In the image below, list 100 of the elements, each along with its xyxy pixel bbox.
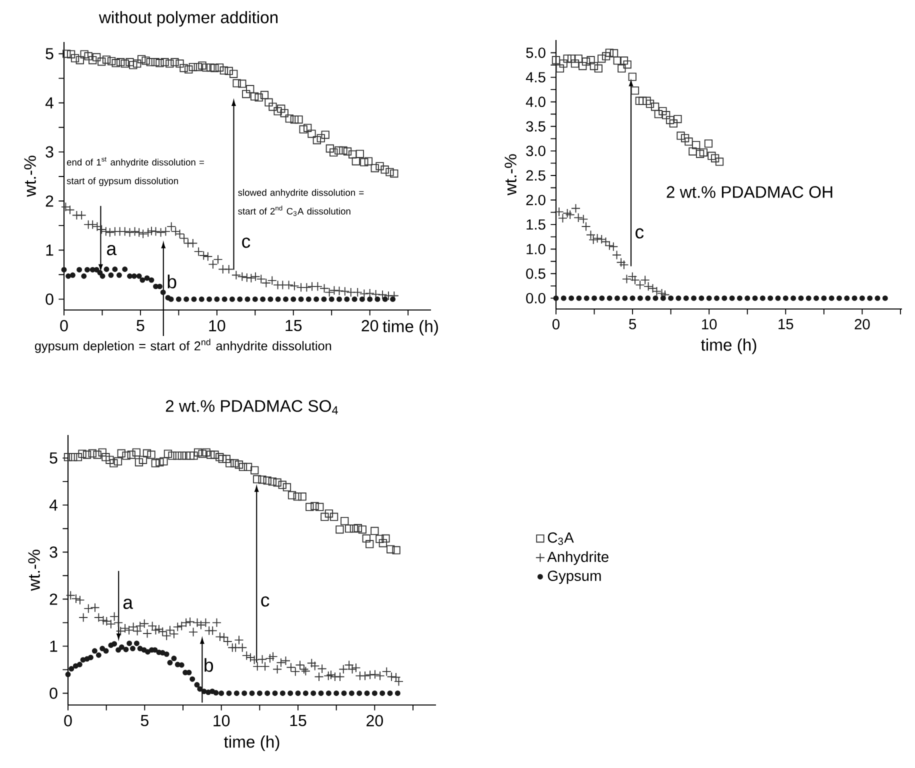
y-tick-label: 2 xyxy=(50,594,58,605)
y-tick-label: 1.5 xyxy=(526,219,546,230)
point xyxy=(298,296,304,302)
x-tick-label: 5 xyxy=(629,319,636,330)
point xyxy=(222,296,228,302)
y-tick-label: 5 xyxy=(46,48,54,60)
point xyxy=(344,296,350,302)
point xyxy=(590,62,598,70)
point xyxy=(61,267,67,272)
annotation: a xyxy=(123,598,134,609)
text: 2 wt.% PDADMAC OH xyxy=(666,186,832,198)
point xyxy=(714,295,720,301)
x-tick-label: 15 xyxy=(286,320,302,332)
point xyxy=(628,72,636,81)
x-tick-label: 0 xyxy=(60,320,68,332)
point xyxy=(582,58,590,66)
point xyxy=(390,296,396,302)
point xyxy=(100,273,106,279)
point xyxy=(594,64,602,73)
x-tick-label: 10 xyxy=(214,715,230,726)
point xyxy=(191,296,197,302)
point xyxy=(116,272,122,278)
point xyxy=(642,96,651,105)
point xyxy=(836,295,842,301)
x-axis-title: time (h) xyxy=(382,320,438,336)
point xyxy=(652,295,658,301)
point xyxy=(359,296,365,302)
point xyxy=(563,54,572,63)
point xyxy=(382,296,388,302)
y-tick-label: 0 xyxy=(46,294,54,305)
point xyxy=(654,110,662,118)
point xyxy=(618,64,626,73)
annotation: slowed anhydrite dissolution = start of 2$^{nd}$ C$_{3}$A dissolution xyxy=(238,189,364,216)
point xyxy=(570,59,580,68)
point xyxy=(184,296,190,302)
point xyxy=(229,296,235,302)
point xyxy=(874,295,880,301)
point xyxy=(704,140,713,148)
point xyxy=(176,296,182,302)
point xyxy=(206,296,212,302)
point xyxy=(168,296,174,302)
x-tick-label: 20 xyxy=(366,715,383,726)
point xyxy=(882,295,888,301)
point xyxy=(744,295,750,301)
x-tick-label: 10 xyxy=(702,319,717,330)
point xyxy=(844,295,850,301)
point xyxy=(790,295,796,301)
point xyxy=(214,296,220,302)
point xyxy=(696,150,704,158)
point xyxy=(646,100,654,108)
point xyxy=(662,111,670,120)
point xyxy=(282,296,288,302)
x-axis-title: time (h) xyxy=(224,736,280,752)
point xyxy=(638,96,647,105)
y-tick-label: 3.0 xyxy=(526,146,546,156)
point xyxy=(722,295,728,301)
point xyxy=(374,296,380,302)
annotation: b xyxy=(168,274,176,288)
point xyxy=(560,295,566,301)
point xyxy=(598,54,606,63)
point xyxy=(565,210,575,220)
point xyxy=(602,52,610,60)
point xyxy=(684,138,693,146)
point xyxy=(715,158,724,166)
point xyxy=(658,107,667,116)
point xyxy=(676,132,685,140)
x-tick-label: 10 xyxy=(209,320,226,332)
point xyxy=(612,250,622,260)
point xyxy=(622,274,632,284)
point xyxy=(814,295,819,301)
point xyxy=(630,86,640,95)
y-tick-label: 0.0 xyxy=(526,293,546,304)
legend-label: C$_{3}$A xyxy=(548,532,574,545)
point xyxy=(798,295,804,301)
y-axis-title: wt.-% xyxy=(504,154,516,196)
y-tick-label: 4.5 xyxy=(526,72,546,82)
point xyxy=(562,208,572,218)
point xyxy=(574,54,582,63)
point xyxy=(581,222,591,232)
point xyxy=(698,295,704,301)
point xyxy=(828,295,834,301)
point xyxy=(66,273,72,279)
annotation: a xyxy=(107,244,117,256)
point xyxy=(596,234,606,244)
point xyxy=(592,295,598,301)
point xyxy=(637,295,643,301)
point xyxy=(660,295,666,301)
y-tick-label: 5 xyxy=(50,452,58,464)
point xyxy=(314,296,320,302)
point xyxy=(608,242,618,252)
point xyxy=(586,56,595,64)
point xyxy=(559,59,568,68)
point xyxy=(584,295,590,301)
point xyxy=(578,62,587,70)
point xyxy=(706,295,712,301)
y-tick-label: 4.0 xyxy=(526,96,546,108)
x-tick-label: 5 xyxy=(140,715,148,726)
annotation: c xyxy=(636,228,644,239)
point xyxy=(136,273,142,279)
y-tick-label: 1 xyxy=(50,640,58,652)
